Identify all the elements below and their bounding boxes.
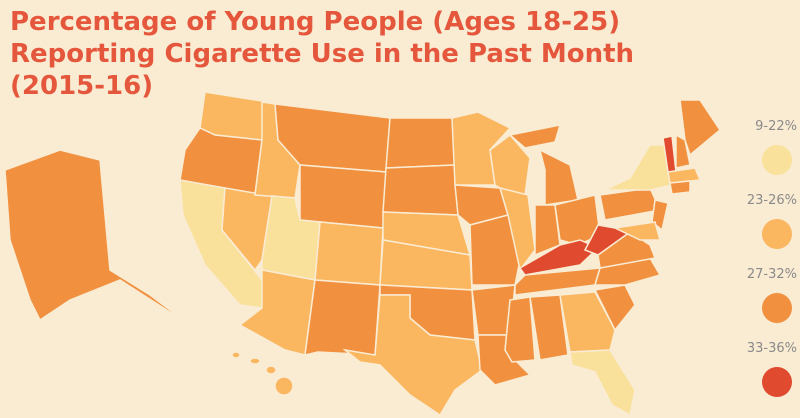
state	[593, 284, 636, 332]
state	[651, 199, 669, 232]
state	[529, 294, 569, 361]
state	[342, 294, 483, 417]
state	[265, 365, 277, 375]
state	[599, 187, 662, 221]
legend-swatch	[762, 219, 792, 249]
state	[554, 194, 601, 246]
legend-swatch	[762, 367, 792, 397]
state	[667, 167, 702, 184]
state	[4, 149, 191, 326]
state	[382, 164, 459, 216]
title: Percentage of Young People (Ages 18-25) …	[10, 7, 635, 101]
legend: 9-22% 23-26% 27-32% 33-36%	[747, 119, 797, 397]
legend-label: 9-22%	[755, 119, 797, 134]
state	[385, 117, 456, 169]
state	[504, 296, 536, 363]
state	[604, 144, 673, 191]
legend-label: 33-36%	[747, 341, 797, 356]
state	[299, 164, 387, 229]
state	[469, 214, 521, 286]
legend-swatch	[762, 145, 792, 175]
state	[231, 351, 241, 359]
legend-swatch	[762, 293, 792, 323]
states	[4, 91, 721, 417]
state	[679, 99, 721, 157]
state	[569, 349, 636, 417]
state	[675, 133, 691, 169]
state	[274, 376, 294, 396]
state	[498, 186, 536, 272]
legend-label: 27-32%	[747, 267, 797, 282]
state	[612, 221, 661, 241]
state	[669, 180, 691, 195]
state	[593, 257, 662, 286]
state	[538, 148, 579, 206]
state	[314, 221, 384, 286]
state	[508, 124, 562, 149]
state	[559, 291, 616, 353]
legend-label: 23-26%	[747, 193, 797, 208]
state	[249, 357, 261, 365]
state	[304, 279, 381, 356]
